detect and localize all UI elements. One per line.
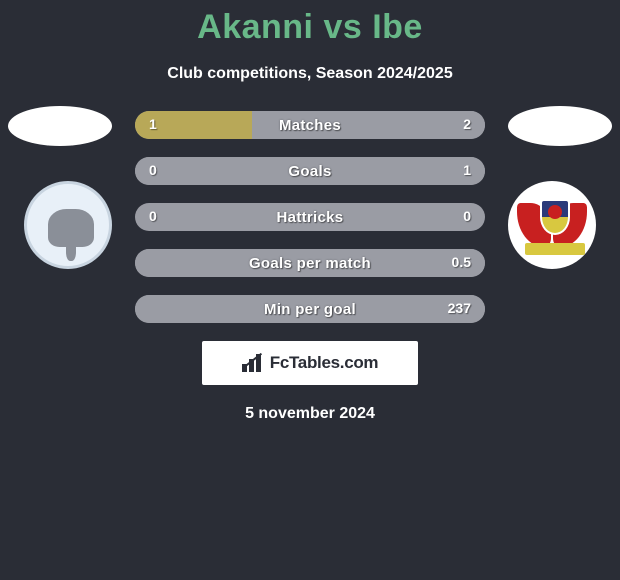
stat-row: 1 Matches 2 (135, 111, 485, 139)
stat-value-left: 0 (149, 162, 157, 178)
stat-value-left: 1 (149, 116, 157, 132)
club-logo-right (508, 181, 596, 269)
stat-value-right: 237 (448, 300, 471, 316)
player-photo-right (508, 106, 612, 146)
subtitle: Club competitions, Season 2024/2025 (0, 65, 620, 83)
stat-label: Min per goal (264, 301, 356, 318)
stat-value-right: 0 (463, 208, 471, 224)
stat-value-left: 0 (149, 208, 157, 224)
stat-label: Matches (279, 117, 341, 134)
stat-label: Goals (288, 163, 331, 180)
stat-value-right: 0.5 (452, 254, 471, 270)
stat-row: Min per goal 237 (135, 295, 485, 323)
elephant-icon (48, 209, 94, 247)
date-label: 5 november 2024 (0, 405, 620, 423)
stat-row: 0 Hattricks 0 (135, 203, 485, 231)
player-photo-left (8, 106, 112, 146)
stat-label: Goals per match (249, 255, 371, 272)
stat-value-right: 1 (463, 162, 471, 178)
stat-value-right: 2 (463, 116, 471, 132)
comparison-area: 1 Matches 2 0 Goals 1 0 Hattricks 0 Goals per mat… (0, 111, 620, 423)
brand-text: FcTables.com (270, 353, 379, 373)
wings-crest-icon (515, 195, 589, 255)
brand-box: FcTables.com (202, 341, 418, 385)
page-title: Akanni vs Ibe (0, 0, 620, 47)
stat-row: 0 Goals 1 (135, 157, 485, 185)
stat-label: Hattricks (277, 209, 344, 226)
club-logo-left (24, 181, 112, 269)
fctables-logo-icon (242, 354, 264, 372)
stat-row: Goals per match 0.5 (135, 249, 485, 277)
stats-container: 1 Matches 2 0 Goals 1 0 Hattricks 0 Goals per mat… (135, 111, 485, 323)
